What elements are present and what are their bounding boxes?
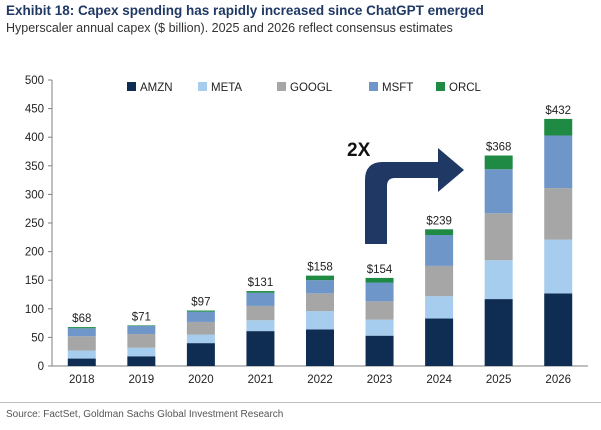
legend-label-googl: GOOGL — [290, 82, 333, 94]
source-note: Source: FactSet, Goldman Sachs Global In… — [6, 409, 284, 420]
x-tick-label-2018: 2018 — [69, 374, 95, 386]
y-tick-label: 500 — [25, 75, 44, 87]
total-label-2023: $154 — [367, 264, 393, 276]
bar-googl-2018 — [67, 336, 96, 351]
legend: AMZN META GOOGL MSFT ORCL — [127, 82, 482, 94]
bar-amzn-2024 — [425, 318, 454, 366]
bar-orcl-2019 — [127, 325, 156, 326]
bar-googl-2026 — [544, 188, 573, 240]
bars: $68 $71 $97 $131 $158 $154 $239 $368 $432 — [67, 105, 573, 366]
footer-divider — [0, 402, 601, 403]
total-label-2019: $71 — [132, 311, 151, 323]
bar-orcl-2018 — [67, 327, 96, 329]
bar-googl-2024 — [425, 265, 454, 297]
bar-amzn-2023 — [365, 335, 394, 366]
bar-msft-2022 — [306, 280, 334, 294]
bar-msft-2026 — [544, 135, 573, 189]
x-tick-label-2022: 2022 — [307, 374, 333, 386]
legend-label-orcl: ORCL — [449, 82, 482, 94]
total-label-2024: $239 — [426, 215, 452, 227]
total-label-2021: $131 — [248, 277, 274, 289]
bar-orcl-2023 — [365, 277, 394, 283]
bar-meta-2021 — [246, 320, 275, 332]
x-tick-label-2023: 2023 — [367, 374, 393, 386]
bar-amzn-2025 — [484, 299, 513, 366]
legend-label-amzn: AMZN — [140, 82, 173, 94]
bar-googl-2019 — [127, 333, 156, 348]
x-tick-label-2024: 2024 — [426, 374, 452, 386]
bar-orcl-2021 — [246, 291, 275, 293]
x-tick-label-2019: 2019 — [129, 374, 155, 386]
total-label-2026: $432 — [545, 105, 571, 117]
bar-orcl-2024 — [425, 229, 454, 236]
y-tick-label: 250 — [25, 218, 44, 230]
legend-swatch-msft — [369, 82, 378, 91]
y-tick-label: 50 — [31, 332, 44, 344]
total-label-2018: $68 — [72, 313, 91, 325]
bar-msft-2019 — [127, 325, 156, 334]
y-tick-label: 0 — [38, 361, 44, 373]
bar-msft-2025 — [484, 169, 513, 214]
chart-subtitle: Hyperscaler annual capex ($ billion). 20… — [6, 21, 453, 35]
bar-googl-2023 — [365, 301, 394, 320]
bar-msft-2023 — [365, 282, 394, 302]
y-tick-label: 150 — [25, 275, 44, 287]
x-tick-label-2021: 2021 — [248, 374, 274, 386]
y-tick-label: 300 — [25, 189, 44, 201]
legend-swatch-meta — [198, 82, 207, 91]
annotation-2x: 2X — [347, 140, 371, 161]
bar-meta-2024 — [425, 296, 454, 319]
bar-amzn-2021 — [246, 331, 275, 366]
bar-orcl-2026 — [544, 118, 573, 136]
bar-orcl-2020 — [186, 310, 215, 312]
total-label-2022: $158 — [307, 262, 333, 274]
total-label-2025: $368 — [486, 142, 512, 154]
bar-meta-2020 — [186, 334, 215, 344]
bar-meta-2019 — [127, 347, 156, 357]
bar-msft-2018 — [67, 328, 96, 337]
bar-meta-2022 — [306, 311, 334, 330]
bar-googl-2021 — [246, 305, 275, 321]
bar-googl-2022 — [306, 293, 334, 312]
legend-label-meta: META — [211, 82, 242, 94]
bar-meta-2025 — [484, 260, 513, 300]
growth-arrow — [365, 148, 464, 244]
bar-orcl-2025 — [484, 155, 513, 170]
bar-meta-2026 — [544, 239, 573, 294]
bar-amzn-2026 — [544, 293, 573, 366]
y-tick-label: 350 — [25, 161, 44, 173]
bar-msft-2021 — [246, 292, 275, 306]
legend-swatch-amzn — [127, 82, 136, 91]
legend-swatch-orcl — [436, 82, 445, 91]
stacked-bar-chart: 0 50 100 150 200 250 300 350 400 450 500 2018 2019 20… — [25, 75, 588, 386]
bar-msft-2020 — [186, 311, 215, 322]
y-tick-label: 100 — [25, 304, 44, 316]
bar-amzn-2022 — [306, 329, 334, 366]
bar-msft-2024 — [425, 235, 454, 266]
bar-amzn-2019 — [127, 356, 156, 366]
legend-swatch-googl — [277, 82, 286, 91]
bar-googl-2025 — [484, 213, 513, 261]
y-tick-label: 450 — [25, 104, 44, 116]
total-label-2020: $97 — [191, 297, 210, 309]
chart-title: Exhibit 18: Capex spending has rapidly i… — [6, 3, 484, 18]
x-tick-label-2025: 2025 — [486, 374, 512, 386]
y-tick-label: 400 — [25, 132, 44, 144]
bar-amzn-2018 — [67, 358, 96, 366]
bar-meta-2023 — [365, 319, 394, 336]
bar-meta-2018 — [67, 350, 96, 359]
x-tick-label-2026: 2026 — [545, 374, 571, 386]
x-tick-label-2020: 2020 — [188, 374, 214, 386]
bar-orcl-2022 — [306, 275, 334, 281]
bar-amzn-2020 — [186, 343, 215, 366]
bar-googl-2020 — [186, 321, 215, 335]
y-tick-label: 200 — [25, 247, 44, 259]
legend-label-msft: MSFT — [382, 82, 413, 94]
